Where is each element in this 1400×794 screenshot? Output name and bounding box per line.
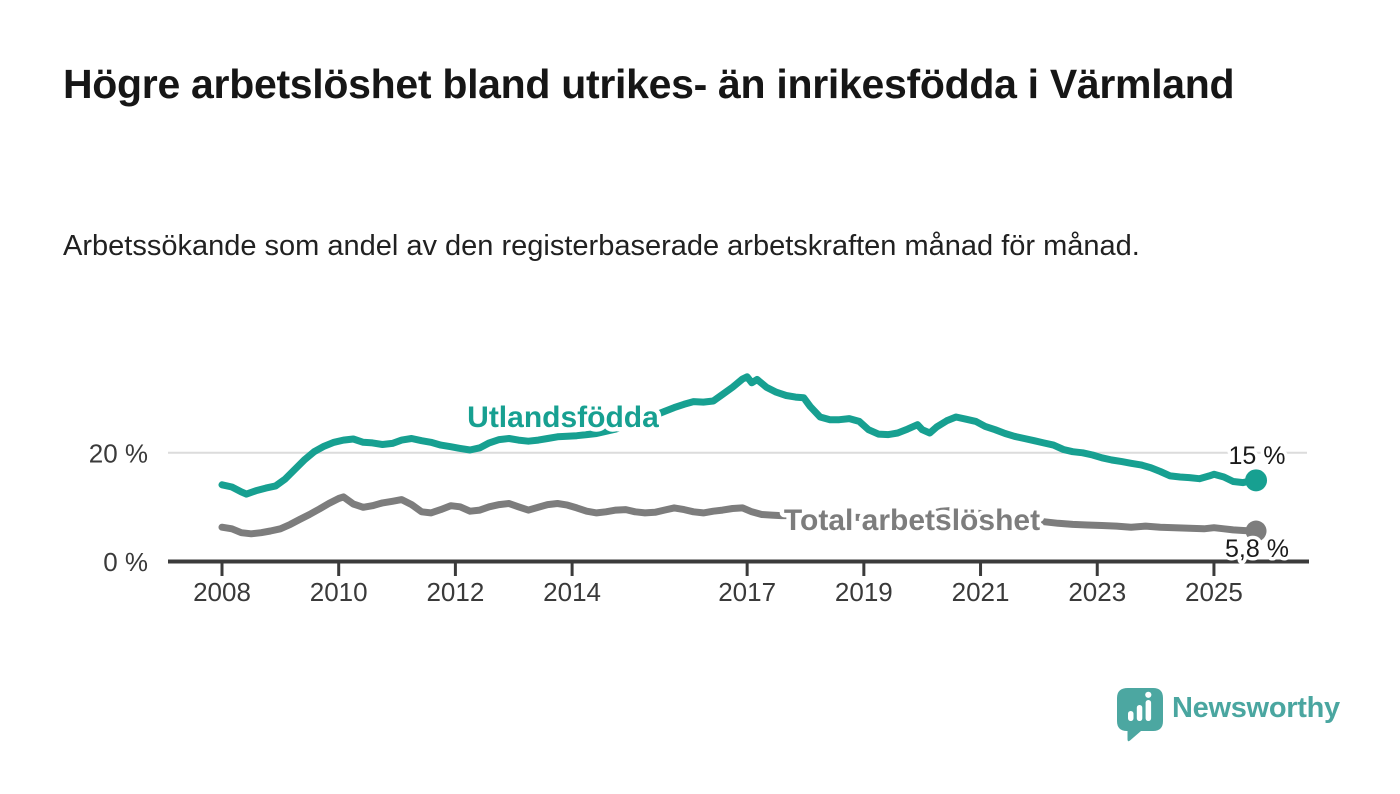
x-tick-label: 2012 <box>426 577 484 607</box>
end-value-label-utlandsf-dda: 15 % <box>1229 442 1286 470</box>
series-label-utlandsf-dda: Utlandsfödda <box>467 401 659 434</box>
newsworthy-logo: Newsworthy <box>1117 688 1377 744</box>
x-tick-label: 2014 <box>543 577 601 607</box>
x-tick-label: 2021 <box>952 577 1010 607</box>
series-labels: Utlandsfödda Total arbetslöshet <box>463 397 1045 542</box>
series-line-utlandsf-dda <box>218 373 1257 498</box>
x-tick-label: 2023 <box>1068 577 1126 607</box>
series-lines <box>218 373 1257 538</box>
y-tick-label: 20 % <box>89 438 148 468</box>
end-markers: 15 % 5,8 % <box>1222 439 1293 567</box>
series-label-total-arbetsl-shet: Total arbetslöshet <box>784 504 1040 537</box>
page-title: Högre arbetslöshet bland utrikes- än inr… <box>63 61 1235 107</box>
end-dot-total-arbetsl-shet <box>1245 520 1267 542</box>
y-tick-label: 0 % <box>103 547 148 577</box>
x-tick-label: 2017 <box>718 577 776 607</box>
series-line-total-arbetsl-shet <box>218 493 1257 538</box>
x-tick-label: 2010 <box>310 577 368 607</box>
chart-subtitle: Arbetssökande som andel av den registerb… <box>63 230 1140 262</box>
x-axis: 2008 2010 2012 2014 2017 2019 2021 2023 2025 <box>168 559 1309 607</box>
x-tick-label: 2019 <box>835 577 893 607</box>
end-dot-utlandsf-dda <box>1245 469 1268 492</box>
newsworthy-brand-name: Newsworthy <box>1172 692 1340 724</box>
x-tick-label: 2025 <box>1185 577 1243 607</box>
gridlines: 20 % 0 % <box>89 438 1307 577</box>
end-value-label-total-arbetsl-shet: 5,8 % <box>1225 535 1289 563</box>
newsworthy-logo-icon <box>1117 688 1163 742</box>
x-tick-label: 2008 <box>193 577 251 607</box>
